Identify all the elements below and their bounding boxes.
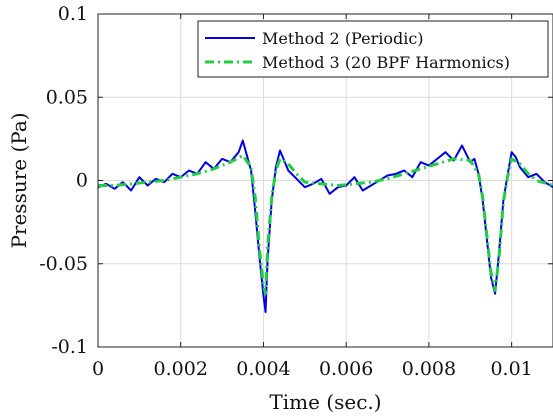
x-tick-label: 0.006 bbox=[319, 358, 373, 380]
x-tick-label: 0 bbox=[92, 358, 104, 380]
tick-labels: 0 0.002 0.004 0.006 0.008 0.01 -0.1 -0.05 0 0.05 0… bbox=[39, 3, 533, 380]
legend-box bbox=[197, 20, 549, 78]
x-axis-title: Time (sec.) bbox=[269, 390, 381, 414]
y-tick-label: 0.1 bbox=[58, 3, 88, 25]
x-tick-label: 0.004 bbox=[236, 358, 290, 380]
x-tick-label: 0.002 bbox=[154, 358, 208, 380]
x-tick-label: 0.01 bbox=[490, 358, 532, 380]
y-axis-title: Pressure (Pa) bbox=[7, 112, 31, 248]
x-tick-label: 0.008 bbox=[402, 358, 456, 380]
y-tick-label: -0.1 bbox=[51, 336, 88, 358]
series-line-method-3 bbox=[98, 154, 553, 296]
legend-label-method-2: Method 2 (Periodic) bbox=[262, 29, 424, 48]
axis-ticks bbox=[97, 13, 553, 348]
y-tick-label: 0 bbox=[76, 170, 88, 192]
series-layer bbox=[97, 139, 553, 314]
legend-label-method-3: Method 3 (20 BPF Harmonics) bbox=[262, 53, 510, 72]
y-tick-label: 0.05 bbox=[46, 86, 88, 108]
legend: Method 2 (Periodic) Method 3 (20 BPF Har… bbox=[197, 20, 549, 78]
y-tick-label: -0.05 bbox=[39, 253, 88, 275]
series-line-method-2 bbox=[97, 139, 553, 314]
